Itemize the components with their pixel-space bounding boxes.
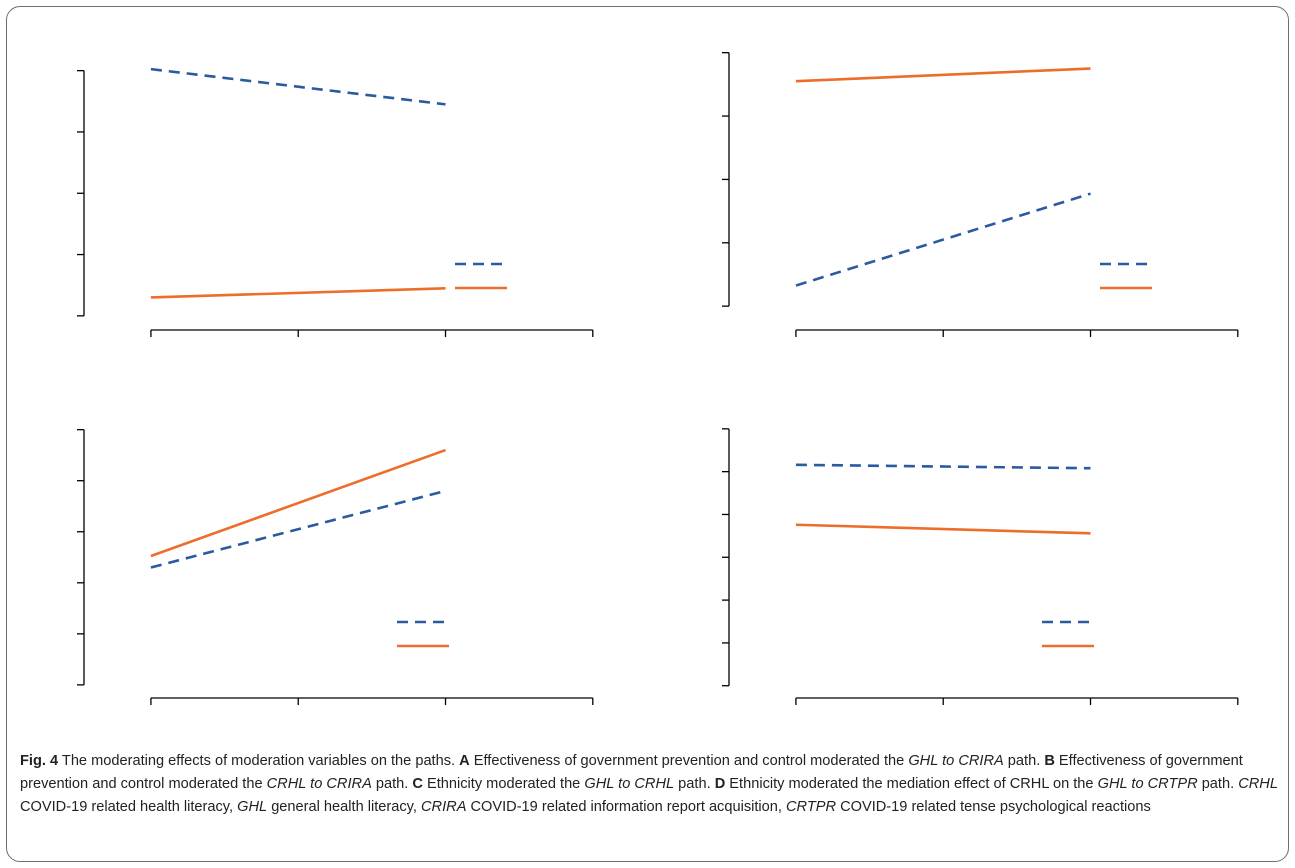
- series-line-solid: [795, 523, 1091, 535]
- chart-panel-c: [77, 429, 594, 705]
- series-line-solid: [795, 67, 1091, 83]
- caption-segment: C: [412, 776, 423, 792]
- caption-segment: GHL: [237, 799, 268, 815]
- caption-segment: A: [459, 753, 470, 769]
- caption-segment: Effectiveness of government prevention a…: [20, 753, 1243, 792]
- chart-panel-d: [722, 428, 1239, 705]
- caption-segment: path.: [371, 776, 413, 792]
- figure-caption: Fig. 4 The moderating effects of moderat…: [20, 750, 1282, 819]
- caption-segment: GHL to CRTPR: [1097, 776, 1198, 792]
- figure-frame: [6, 6, 1289, 862]
- caption-segment: GHL to CRHL: [584, 776, 675, 792]
- series-line-solid: [150, 286, 446, 299]
- caption-segment: CRHL to CRIRA: [266, 776, 372, 792]
- caption-segment: CRHL: [1238, 776, 1278, 792]
- caption-segment: Effectiveness of government prevention a…: [469, 753, 909, 769]
- series-line-dashed: [150, 67, 446, 106]
- caption-segment: general health literacy,: [267, 799, 422, 815]
- caption-segment: B: [1044, 753, 1055, 769]
- chart-panel-a: [77, 67, 594, 337]
- caption-segment: path.: [674, 776, 715, 792]
- caption-segment: The moderating effects of moderation var…: [58, 753, 460, 769]
- caption-segment: COVID-19 related tense psychological rea…: [836, 799, 1151, 815]
- caption-segment: path.: [1003, 753, 1045, 769]
- caption-segment: D: [714, 776, 726, 792]
- caption-segment: path.: [1197, 776, 1239, 792]
- series-line-dashed: [150, 489, 446, 569]
- caption-segment: CRTPR: [786, 799, 837, 815]
- caption-figure-label: Fig. 4: [20, 753, 59, 769]
- caption-segment: Ethnicity moderated the mediation effect…: [725, 776, 1098, 792]
- caption-segment: COVID-19 related information report acqu…: [466, 799, 787, 815]
- series-line-dashed: [795, 192, 1091, 287]
- series-line-solid: [150, 448, 446, 558]
- caption-segment: CRIRA: [421, 799, 467, 815]
- series-line-dashed: [795, 463, 1091, 470]
- caption-segment: COVID-19 related health literacy,: [20, 799, 238, 815]
- caption-segment: GHL to CRIRA: [908, 753, 1004, 769]
- caption-segment: Ethnicity moderated the: [422, 776, 585, 792]
- chart-panel-b: [722, 52, 1239, 337]
